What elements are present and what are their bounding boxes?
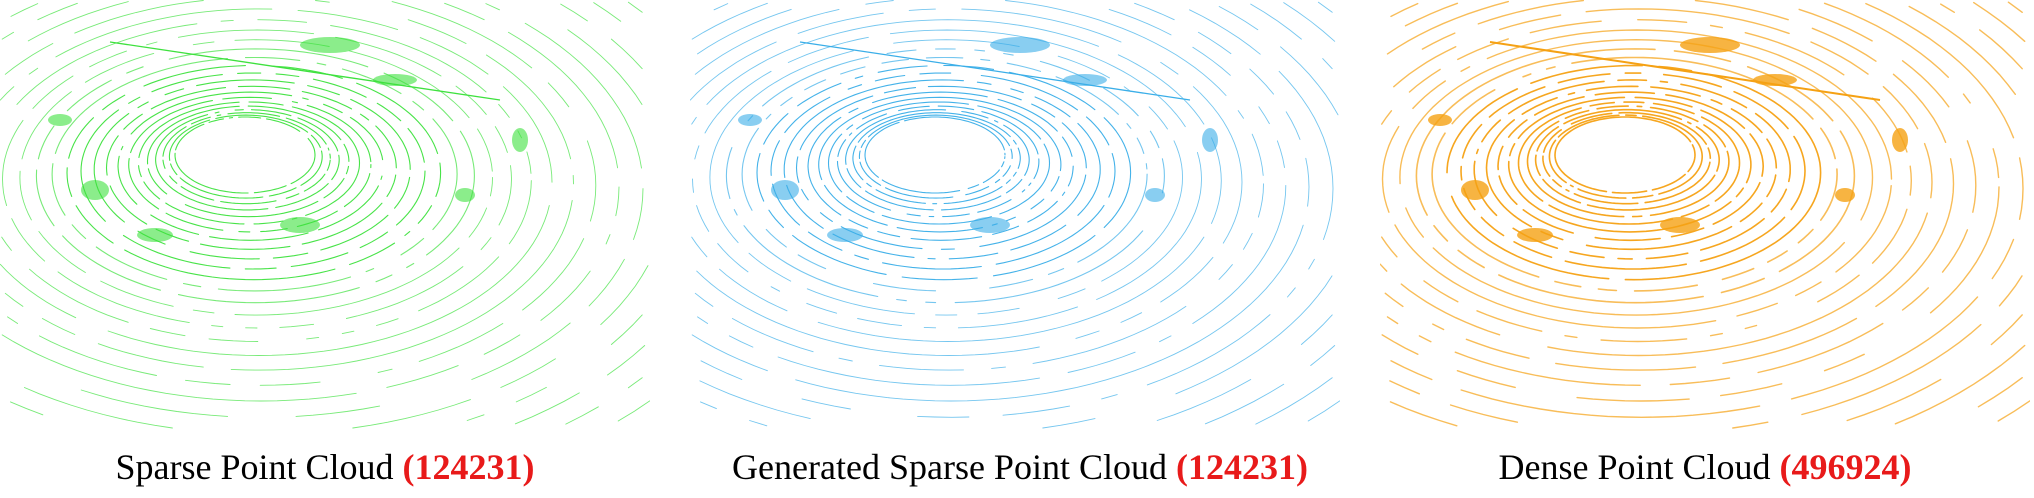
panel-sparse	[0, 0, 650, 430]
panel-generated	[690, 0, 1340, 430]
caption-dense-count: (496924)	[1779, 447, 1912, 487]
point-cloud-sparse	[0, 0, 650, 429]
caption-dense-label: Dense Point Cloud	[1498, 447, 1771, 487]
caption-generated-label: Generated Sparse Point Cloud	[732, 447, 1167, 487]
caption-sparse: Sparse Point Cloud (124231)	[0, 447, 650, 498]
panel-dense	[1380, 0, 2030, 430]
point-cloud-generated	[690, 0, 1340, 429]
caption-dense: Dense Point Cloud (496924)	[1380, 447, 2030, 498]
caption-sparse-count: (124231)	[402, 447, 535, 487]
caption-generated: Generated Sparse Point Cloud (124231)	[690, 447, 1350, 498]
point-cloud-dense	[1380, 0, 2030, 430]
caption-generated-count: (124231)	[1175, 447, 1308, 487]
caption-sparse-label: Sparse Point Cloud	[115, 447, 394, 487]
